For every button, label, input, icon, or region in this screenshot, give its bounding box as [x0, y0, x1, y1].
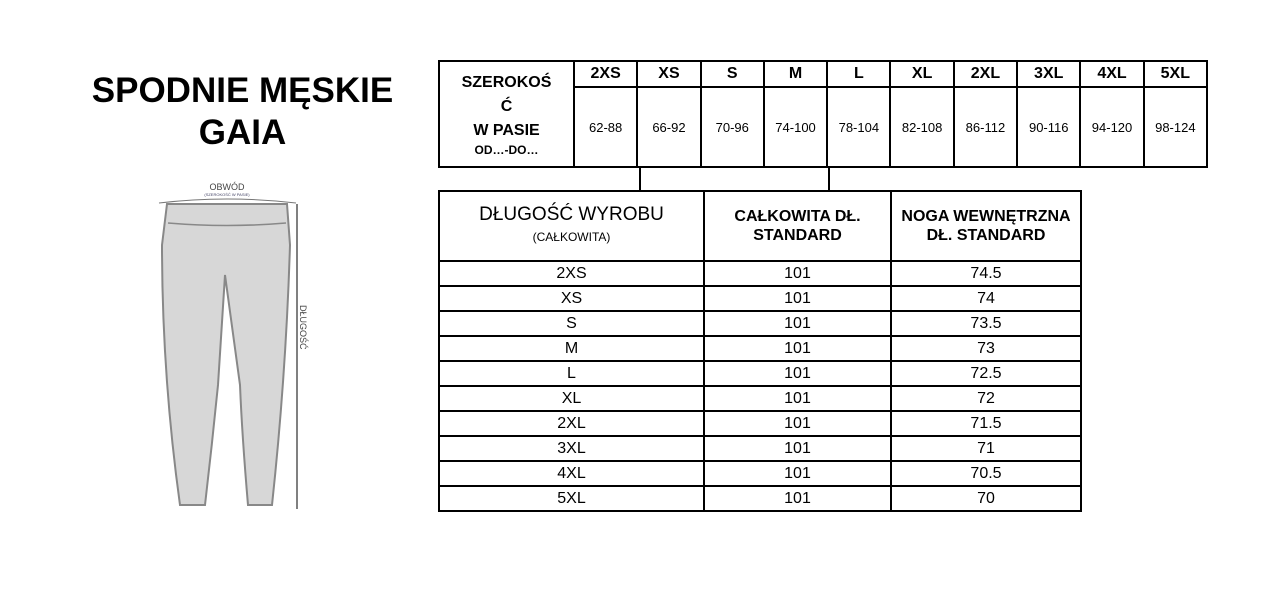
size-header: 2XS	[572, 60, 639, 88]
total-length-header: CAŁKOWITA DŁ. STANDARD	[703, 190, 892, 262]
product-title: SPODNIE MĘSKIE GAIA	[91, 71, 394, 152]
inner-leg-cell: 71.5	[890, 410, 1082, 437]
total-length-cell: 101	[703, 410, 892, 437]
connector-line	[828, 166, 830, 190]
pants-diagram: OBWÓD (SZEROKOŚĆ W PASIE) DŁUGOŚĆ	[158, 182, 309, 509]
total-length-cell: 101	[703, 310, 892, 337]
waist-sublabel: (SZEROKOŚĆ W PASIE)	[204, 192, 250, 197]
total-length-cell: 101	[703, 335, 892, 362]
total-length-cell: 101	[703, 435, 892, 462]
size-cell: 2XS	[438, 260, 705, 287]
table-row: S 101 73.5	[438, 310, 1082, 337]
total-length-cell: 101	[703, 360, 892, 387]
length-header-row: DŁUGOŚĆ WYROBU (CAŁKOWITA) CAŁKOWITA DŁ.…	[438, 190, 1082, 262]
inner-leg-cell: 74.5	[890, 260, 1082, 287]
waist-label-cell: SZEROKOŚ Ć W PASIE OD…-DO…	[438, 60, 575, 168]
length-label-cell: DŁUGOŚĆ WYROBU (CAŁKOWITA)	[438, 190, 705, 262]
inner-leg-cell: 73	[890, 335, 1082, 362]
waist-value: 82-108	[889, 86, 955, 168]
size-cell: XL	[438, 385, 705, 412]
size-cell: 5XL	[438, 485, 705, 512]
length-label: DŁUGOŚĆ	[298, 305, 309, 350]
size-cell: 3XL	[438, 435, 705, 462]
waist-value: 98-124	[1142, 86, 1209, 168]
waist-label: OBWÓD	[210, 182, 245, 192]
inner-leg-header: NOGA WEWNĘTRZNA DŁ. STANDARD	[890, 190, 1082, 262]
size-header: 3XL	[1016, 60, 1082, 88]
size-header: S	[699, 60, 765, 88]
waist-values-row: 62-88 66-92 70-96 74-100 78-104 82-108 8…	[439, 86, 1209, 168]
waist-size-header-row: SZEROKOŚ Ć W PASIE OD…-DO… 2XS XS S M L …	[438, 60, 1209, 168]
inner-leg-cell: 71	[890, 435, 1082, 462]
waist-measure-line	[158, 198, 297, 204]
size-header: XS	[636, 60, 702, 88]
inner-leg-cell: 72	[890, 385, 1082, 412]
waist-value: 90-116	[1016, 86, 1082, 168]
table-row: 2XS 101 74.5	[438, 260, 1082, 287]
waist-value: 86-112	[952, 86, 1019, 168]
table-row: XS 101 74	[438, 285, 1082, 312]
table-row: 5XL 101 70	[438, 485, 1082, 512]
size-header: XL	[889, 60, 955, 88]
waist-value: 66-92	[636, 86, 702, 168]
table-row: 3XL 101 71	[438, 435, 1082, 462]
inner-leg-cell: 73.5	[890, 310, 1082, 337]
size-header: 2XL	[952, 60, 1019, 88]
size-cell: L	[438, 360, 705, 387]
waist-value: 62-88	[572, 86, 639, 168]
size-header: 4XL	[1079, 60, 1145, 88]
waist-value: 70-96	[699, 86, 765, 168]
size-cell: XS	[438, 285, 705, 312]
inner-leg-cell: 70.5	[890, 460, 1082, 487]
size-cell: 2XL	[438, 410, 705, 437]
table-row: L 101 72.5	[438, 360, 1082, 387]
table-row: XL 101 72	[438, 385, 1082, 412]
waist-value: 94-120	[1079, 86, 1145, 168]
inner-leg-cell: 74	[890, 285, 1082, 312]
inner-leg-cell: 72.5	[890, 360, 1082, 387]
table-row: M 101 73	[438, 335, 1082, 362]
waist-width-table: SZEROKOŚ Ć W PASIE OD…-DO… 2XS XS S M L …	[438, 60, 1209, 168]
waist-value: 78-104	[826, 86, 892, 168]
size-cell: M	[438, 335, 705, 362]
total-length-cell: 101	[703, 460, 892, 487]
waist-value: 74-100	[762, 86, 829, 168]
waistband-line	[167, 222, 287, 227]
total-length-cell: 101	[703, 385, 892, 412]
total-length-cell: 101	[703, 485, 892, 512]
size-cell: S	[438, 310, 705, 337]
pants-shape	[160, 203, 292, 506]
size-header: L	[826, 60, 892, 88]
table-row: 4XL 101 70.5	[438, 460, 1082, 487]
size-header: 5XL	[1142, 60, 1209, 88]
size-cell: 4XL	[438, 460, 705, 487]
connector-line	[639, 166, 641, 190]
size-header: M	[762, 60, 829, 88]
length-table: DŁUGOŚĆ WYROBU (CAŁKOWITA) CAŁKOWITA DŁ.…	[438, 190, 1082, 512]
inner-leg-cell: 70	[890, 485, 1082, 512]
total-length-cell: 101	[703, 260, 892, 287]
total-length-cell: 101	[703, 285, 892, 312]
table-row: 2XL 101 71.5	[438, 410, 1082, 437]
